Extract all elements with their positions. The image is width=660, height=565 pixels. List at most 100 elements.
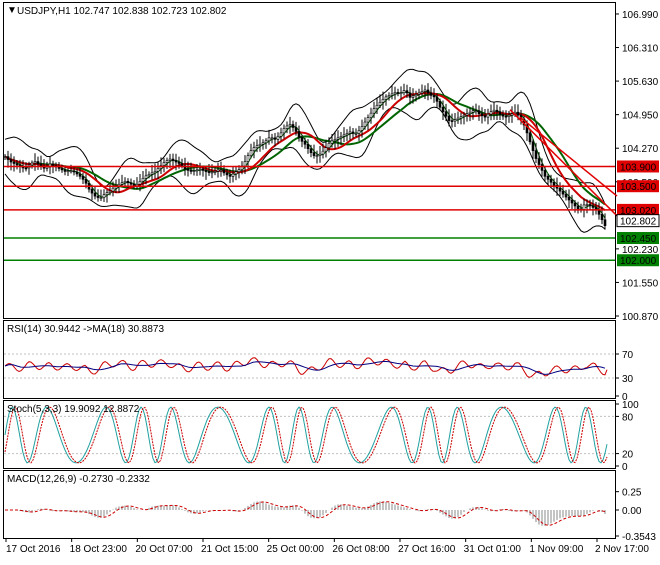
candle-body (294, 127, 298, 132)
candle-body (393, 92, 397, 95)
candle-body (168, 158, 172, 161)
candle-body (267, 137, 271, 142)
candle-body (537, 158, 541, 165)
candle-body (72, 170, 76, 173)
candle-body (333, 139, 337, 142)
candle-body (288, 124, 292, 127)
candle-body (462, 114, 466, 117)
time-tick-label: 21 Oct 15:00 (201, 544, 259, 555)
candle-body (138, 180, 142, 185)
candle-body (156, 168, 160, 172)
stoch-tick-label: 100 (622, 400, 639, 411)
macd-tick-label: 0.00 (622, 506, 642, 517)
candle-body (6, 156, 10, 160)
rsi-line (4, 357, 608, 378)
macd-layer (5, 501, 606, 526)
candle-body (270, 137, 274, 140)
candle-body (411, 95, 415, 98)
macd-tick-label: -0.3543 (622, 532, 656, 543)
candle-body (69, 170, 73, 173)
candle-body (423, 89, 427, 92)
candle-body (36, 161, 40, 165)
candle-body (216, 169, 220, 172)
candle-body (195, 169, 199, 172)
candle-body (453, 119, 457, 122)
candle-body (255, 145, 259, 149)
candle-body (75, 171, 79, 175)
current-price-tag (616, 214, 660, 228)
candle-body (201, 168, 205, 171)
candle-body (546, 176, 550, 180)
candle-body (279, 132, 283, 137)
candle-body (360, 126, 364, 131)
price-tick-label: 102.230 (622, 245, 659, 256)
candle-body (126, 180, 130, 184)
candle-body (234, 171, 238, 175)
candle-body (474, 110, 478, 113)
candle-body (480, 113, 484, 116)
candle-body (603, 219, 607, 226)
time-tick-label: 1 Nov 09:00 (529, 544, 583, 555)
level-price-label: 102.000 (620, 256, 657, 267)
candle-body (219, 169, 223, 172)
candle-body (237, 169, 241, 172)
candle-body (225, 172, 229, 176)
time-tick-label: 20 Oct 07:00 (135, 544, 193, 555)
candle-body (426, 89, 430, 94)
candle-body (99, 197, 103, 199)
candle-body (588, 204, 592, 207)
level-price-tag (617, 160, 659, 173)
candle-body (372, 108, 376, 114)
candle-body (228, 174, 232, 177)
candle-body (174, 160, 178, 163)
candle-body (30, 162, 34, 166)
time-tick-label: 26 Oct 08:00 (332, 544, 390, 555)
rsi-title: RSI(14) 30.9442 ->MA(18) 30.8873 (7, 324, 164, 335)
candle-body (180, 163, 184, 167)
candle-body (459, 116, 463, 119)
rsi-tick-label: 30 (622, 374, 634, 385)
level-price-label: 103.900 (620, 162, 657, 173)
candle-body (489, 111, 493, 115)
candle-body (66, 170, 70, 173)
stoch-signal-line (4, 406, 608, 464)
candle-body (351, 131, 355, 134)
candle-body (384, 96, 388, 100)
candle-body (354, 133, 358, 135)
candle-body (501, 114, 505, 117)
trend-line (509, 109, 618, 217)
rsi-layer (4, 353, 615, 379)
candle-body (300, 137, 304, 142)
candle-body (402, 90, 406, 94)
candle-body (558, 187, 562, 192)
candle-body (120, 182, 124, 185)
candle-body (252, 147, 256, 151)
stoch-main-line (4, 406, 608, 464)
candle-body (165, 160, 169, 163)
candle-body (591, 205, 595, 208)
macd-tick-label: 0.25 (622, 488, 642, 499)
candle-body (528, 132, 532, 143)
stoch-tick-label: 20 (622, 450, 634, 461)
candle-body (246, 155, 250, 162)
level-price-tag (617, 203, 659, 216)
candle-body (342, 134, 346, 137)
candle-body (495, 109, 499, 112)
candle-body (570, 199, 574, 204)
candle-body (123, 180, 127, 184)
main-title: USDJPY,H1 102.747 102.838 102.723 102.80… (17, 6, 227, 17)
lower-band-line (4, 106, 606, 233)
candle-body (9, 159, 13, 163)
candle-body (438, 101, 442, 108)
candle-body (483, 115, 487, 118)
candle-body (24, 167, 28, 170)
candle-body (84, 178, 88, 184)
trend-line (519, 116, 618, 197)
candle-body (306, 143, 310, 150)
candle-body (282, 128, 286, 134)
candle-body (441, 106, 445, 112)
candle-body (339, 136, 343, 139)
candle-body (516, 111, 520, 116)
candle-body (105, 192, 109, 195)
